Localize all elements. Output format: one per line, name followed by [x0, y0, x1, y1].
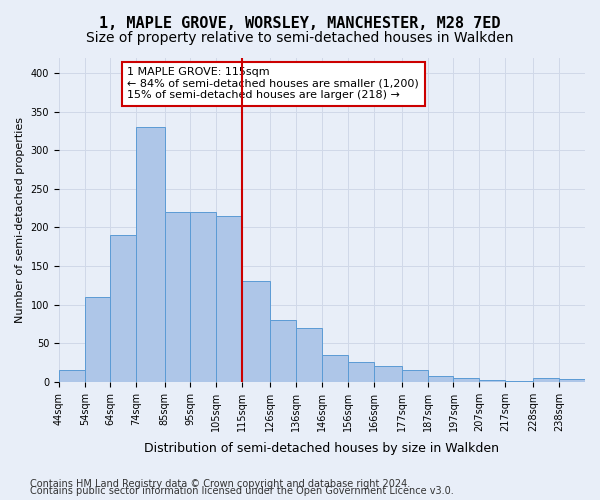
Bar: [296, 328, 322, 382]
Bar: [479, 380, 505, 382]
Bar: [322, 355, 348, 382]
Bar: [374, 366, 402, 382]
Bar: [190, 212, 216, 382]
Bar: [402, 370, 428, 382]
Bar: [110, 235, 136, 382]
Bar: [164, 212, 190, 382]
Bar: [59, 370, 85, 382]
Bar: [271, 320, 296, 382]
Bar: [505, 381, 533, 382]
Bar: [85, 297, 110, 382]
Text: 1, MAPLE GROVE, WORSLEY, MANCHESTER, M28 7ED: 1, MAPLE GROVE, WORSLEY, MANCHESTER, M28…: [99, 16, 501, 31]
Bar: [428, 376, 454, 382]
Y-axis label: Number of semi-detached properties: Number of semi-detached properties: [15, 116, 25, 322]
Text: Contains public sector information licensed under the Open Government Licence v3: Contains public sector information licen…: [30, 486, 454, 496]
Text: Size of property relative to semi-detached houses in Walkden: Size of property relative to semi-detach…: [86, 31, 514, 45]
X-axis label: Distribution of semi-detached houses by size in Walkden: Distribution of semi-detached houses by …: [145, 442, 499, 455]
Bar: [533, 378, 559, 382]
Bar: [216, 216, 242, 382]
Text: 1 MAPLE GROVE: 115sqm
← 84% of semi-detached houses are smaller (1,200)
15% of s: 1 MAPLE GROVE: 115sqm ← 84% of semi-deta…: [127, 67, 419, 100]
Bar: [348, 362, 374, 382]
Text: Contains HM Land Registry data © Crown copyright and database right 2024.: Contains HM Land Registry data © Crown c…: [30, 479, 410, 489]
Bar: [242, 282, 271, 382]
Bar: [454, 378, 479, 382]
Bar: [136, 127, 164, 382]
Bar: [559, 378, 585, 382]
